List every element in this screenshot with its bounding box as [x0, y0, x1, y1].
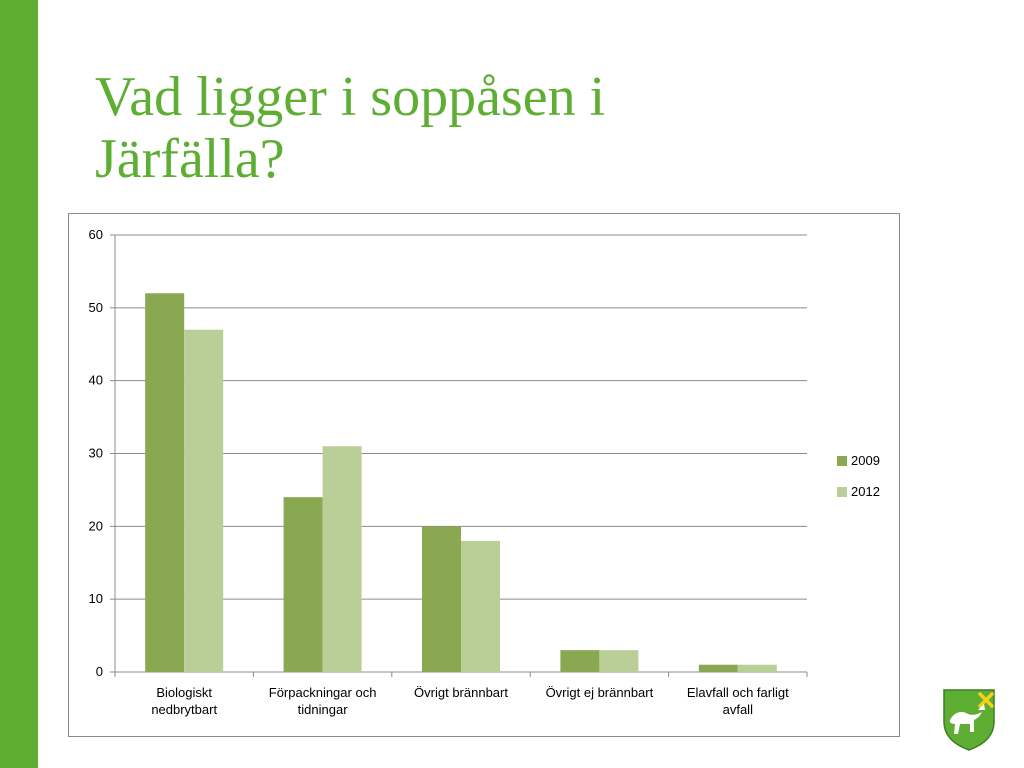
slide-title: Vad ligger i soppåsen i Järfälla?	[95, 66, 606, 190]
x-category-label: Biologiskt	[156, 685, 212, 700]
x-category-label: Övrigt brännbart	[414, 685, 508, 700]
x-category-label: Förpackningar och	[269, 685, 377, 700]
bar-chart: 0 10 20 30 40 50 60 Biologiskt nedbrytbart Förpac…	[89, 227, 880, 717]
chart-area: 0 10 20 30 40 50 60 Biologiskt nedbrytbart Förpac…	[68, 213, 900, 737]
bar-2009-5	[698, 664, 738, 672]
y-tick-label: 10	[89, 591, 103, 606]
bar-2012-1	[184, 329, 224, 672]
y-tick-label: 40	[89, 373, 103, 388]
bar-2012-2	[322, 446, 362, 672]
y-tick-label: 20	[89, 518, 103, 533]
jarfalla-coat-of-arms-icon	[943, 689, 995, 751]
legend-label-2009: 2009	[851, 453, 880, 468]
bar-2009-3	[422, 526, 461, 672]
legend-swatch-2012	[837, 487, 847, 497]
bar-2009-4	[560, 650, 600, 672]
y-tick-label: 0	[96, 664, 103, 679]
bar-2012-4	[599, 650, 639, 672]
legend-label-2012: 2012	[851, 484, 880, 499]
y-tick-label: 60	[89, 227, 103, 242]
bar-2012-5	[737, 664, 777, 672]
x-category-label: Elavfall och farligt	[687, 685, 789, 700]
y-tick-label: 50	[89, 300, 103, 315]
bar-2012-3	[461, 540, 500, 672]
x-category-label: avfall	[723, 702, 753, 717]
bar-2009-2	[283, 497, 323, 672]
legend-swatch-2009	[837, 456, 847, 466]
bar-2009-1	[145, 293, 185, 672]
left-accent-bar	[0, 0, 38, 768]
x-category-label: Övrigt ej brännbart	[546, 685, 654, 700]
x-category-label: tidningar	[298, 702, 349, 717]
x-category-label: nedbrytbart	[151, 702, 217, 717]
y-tick-label: 30	[89, 446, 103, 461]
